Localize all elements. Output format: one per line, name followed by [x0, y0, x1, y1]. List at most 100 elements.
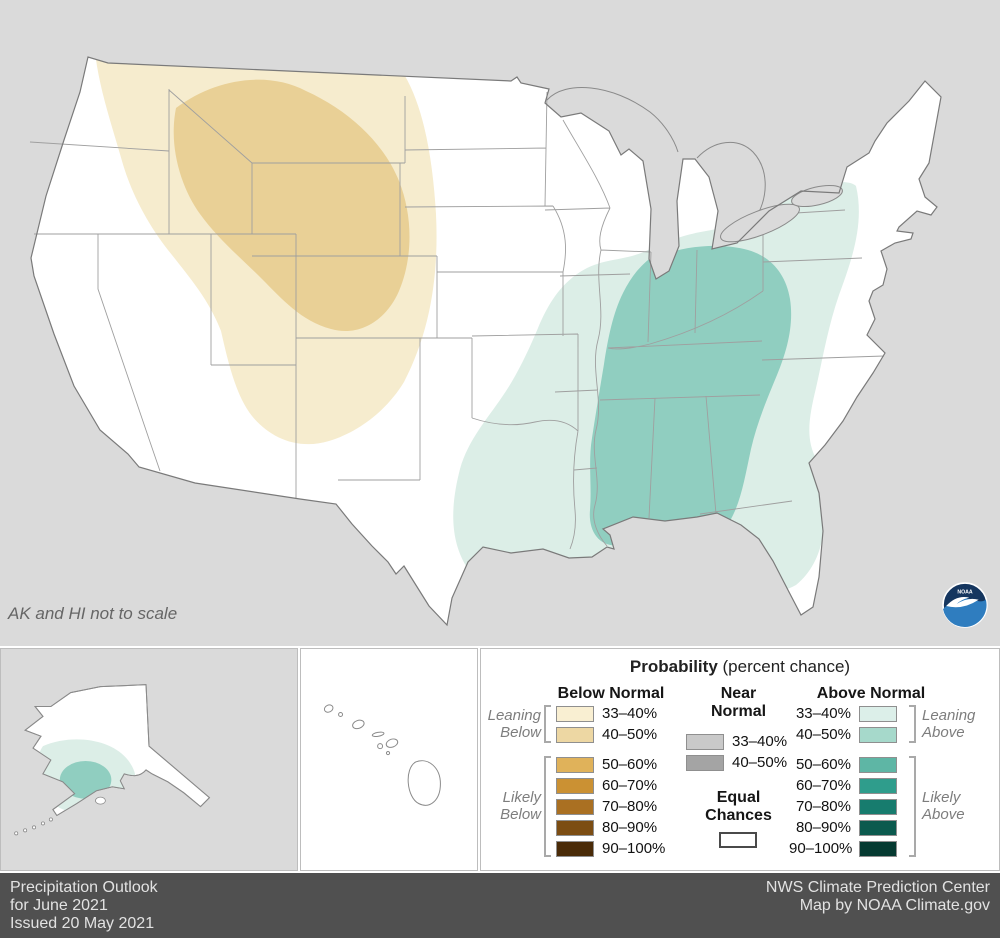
legend-row-above-90-100: 90–100% — [789, 840, 897, 857]
leaning-below-label: Leaning Below — [481, 707, 541, 741]
legend-row-below-60-70: 60–70% — [556, 777, 657, 794]
lake-superior-outline — [546, 87, 679, 153]
lake-huron-outline — [696, 141, 766, 243]
swatch-below-90-100 — [556, 840, 594, 857]
equal-chances-line2: Chances — [705, 807, 772, 824]
likely-below-bracket — [544, 756, 551, 857]
legend-row-above-60-70: 60–70% — [789, 777, 897, 794]
legend-row-below-80-90: 80–90% — [556, 819, 657, 836]
legend-row-equal-chances — [719, 831, 757, 848]
legend-title-bold: Probability — [629, 657, 718, 676]
swatch-above-40-50 — [859, 726, 897, 743]
aleutian-islands — [14, 796, 106, 836]
legend-row-above-40-50: 40–50% — [789, 726, 897, 743]
legend-row-near-40-50: 40–50% — [686, 754, 787, 771]
leaning-above-label: Leaning Above — [922, 707, 992, 741]
leaning-above-bracket — [909, 705, 916, 743]
footer: Precipitation Outlook for June 2021 Issu… — [0, 873, 1000, 938]
swatch-above-80-90 — [859, 819, 897, 836]
legend-row-below-33-40: 33–40% — [556, 705, 657, 722]
likely-above-label: Likely Above — [922, 789, 992, 823]
swatch-above-60-70 — [859, 777, 897, 794]
label-below-50-60: 50–60% — [602, 756, 658, 773]
label-below-90-100: 90–100% — [602, 840, 666, 857]
label-above-90-100: 90–100% — [789, 840, 853, 857]
alaska-inset-svg — [14, 684, 211, 836]
swatch-above-70-80 — [859, 798, 897, 815]
legend-row-below-40-50: 40–50% — [556, 726, 657, 743]
footer-issued-date: Issued 20 May 2021 — [10, 915, 155, 932]
below-normal-40-50-region — [173, 79, 410, 332]
below-normal-header: Below Normal — [557, 685, 665, 702]
label-below-70-80: 70–80% — [602, 798, 658, 815]
legend-row-near-33-40: 33–40% — [686, 733, 787, 750]
swatch-below-40-50 — [556, 726, 594, 743]
lake-erie — [720, 203, 800, 243]
leaning-above-line2: Above — [922, 724, 965, 741]
conus-map-svg — [29, 56, 942, 627]
state-borders — [29, 89, 885, 550]
label-below-60-70: 60–70% — [602, 777, 658, 794]
label-above-70-80: 70–80% — [795, 798, 851, 815]
label-above-60-70: 60–70% — [795, 777, 851, 794]
footer-title: Precipitation Outlook — [10, 879, 158, 896]
swatch-below-80-90 — [556, 819, 594, 836]
legend-title-rest: (percent chance) — [717, 657, 851, 676]
bottom-panel: Probability (percent chance) Below Norma… — [0, 648, 1000, 871]
noaa-logo: NOAA — [942, 582, 988, 628]
likely-above-bracket — [909, 756, 916, 857]
leaning-above-line1: Leaning — [922, 707, 976, 724]
label-near-40-50: 40–50% — [732, 754, 788, 771]
equal-chances-header: Equal Chances — [671, 789, 806, 825]
leaning-below-line2: Below — [500, 724, 541, 741]
above-normal-header: Above Normal — [816, 685, 926, 702]
footer-left: Precipitation Outlook for June 2021 Issu… — [10, 879, 158, 933]
swatch-equal-chances — [719, 831, 757, 848]
legend: Probability (percent chance) Below Norma… — [480, 648, 1000, 871]
leaning-below-line1: Leaning — [487, 707, 541, 724]
alaska-outline — [24, 684, 211, 817]
near-normal-line2: Normal — [710, 703, 767, 720]
swatch-above-33-40 — [859, 705, 897, 722]
swatch-above-90-100 — [859, 840, 897, 857]
legend-row-above-50-60: 50–60% — [789, 756, 897, 773]
label-below-40-50: 40–50% — [602, 726, 658, 743]
us-outline — [30, 56, 942, 627]
label-above-50-60: 50–60% — [795, 756, 851, 773]
likely-above-line1: Likely — [922, 789, 961, 806]
label-below-33-40: 33–40% — [602, 705, 658, 722]
legend-row-below-70-80: 70–80% — [556, 798, 657, 815]
legend-row-above-70-80: 70–80% — [789, 798, 897, 815]
label-above-40-50: 40–50% — [795, 726, 851, 743]
footer-credit: Map by NOAA Climate.gov — [799, 897, 990, 914]
legend-row-above-80-90: 80–90% — [789, 819, 897, 836]
footer-period: for June 2021 — [10, 897, 108, 914]
swatch-above-50-60 — [859, 756, 897, 773]
conus-map: AK and HI not to scale NOAA — [0, 0, 1000, 646]
swatch-below-50-60 — [556, 756, 594, 773]
legend-row-above-33-40: 33–40% — [789, 705, 897, 722]
hawaii-islands — [323, 704, 441, 806]
likely-below-line1: Likely — [502, 789, 541, 806]
legend-row-below-90-100: 90–100% — [556, 840, 665, 857]
noaa-logo-text: NOAA — [957, 590, 973, 596]
swatch-near-40-50 — [686, 754, 724, 771]
near-normal-header: Near Normal — [671, 685, 806, 721]
label-below-80-90: 80–90% — [602, 819, 658, 836]
alaska-inset-map — [0, 648, 298, 871]
hawaii-inset-map — [300, 648, 478, 871]
above-normal-40-50-region — [589, 245, 792, 546]
alaska-above-normal-40-50-region — [59, 760, 112, 799]
swatch-below-33-40 — [556, 705, 594, 722]
legend-title: Probability (percent chance) — [481, 657, 999, 677]
swatch-below-70-80 — [556, 798, 594, 815]
legend-row-below-50-60: 50–60% — [556, 756, 657, 773]
leaning-below-bracket — [544, 705, 551, 743]
noaa-logo-icon: NOAA — [942, 582, 988, 628]
footer-source: NWS Climate Prediction Center — [765, 879, 990, 896]
label-above-33-40: 33–40% — [795, 705, 851, 722]
swatch-below-60-70 — [556, 777, 594, 794]
label-above-80-90: 80–90% — [795, 819, 851, 836]
footer-right: NWS Climate Prediction Center Map by NOA… — [766, 879, 990, 915]
